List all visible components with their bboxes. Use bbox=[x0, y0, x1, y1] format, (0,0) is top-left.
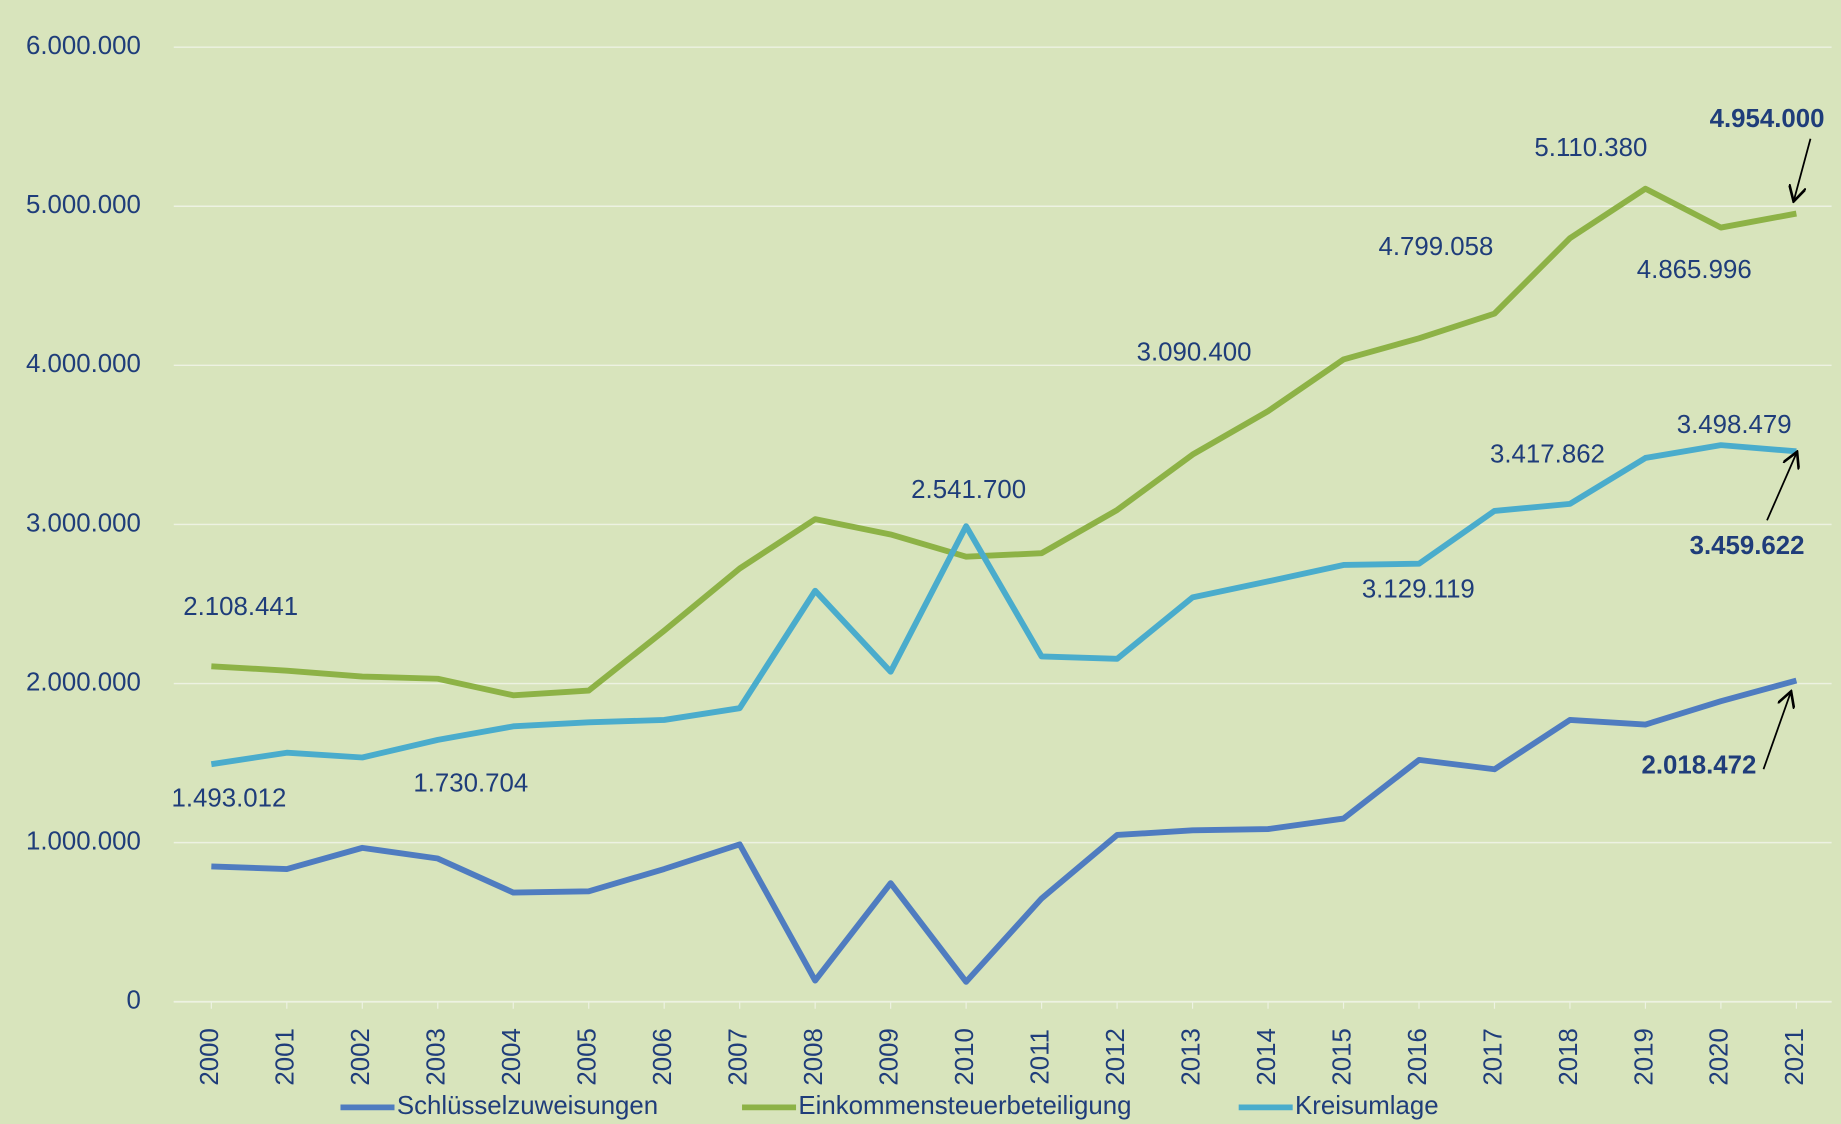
x-tick-label: 2017 bbox=[1479, 1028, 1507, 1085]
x-tick-label: 2015 bbox=[1328, 1028, 1356, 1085]
x-tick-label: 2020 bbox=[1706, 1028, 1734, 1085]
x-tick-label: 2019 bbox=[1630, 1028, 1658, 1085]
y-tick-label: 4.000.000 bbox=[26, 350, 141, 378]
legend-label: Einkommensteuerbeteiligung bbox=[798, 1092, 1131, 1120]
series-line bbox=[211, 677, 1798, 985]
x-tick-label: 2018 bbox=[1555, 1028, 1583, 1085]
x-tick-label: 2021 bbox=[1781, 1028, 1809, 1085]
y-tick-label: 2.000.000 bbox=[26, 668, 141, 696]
x-tick-label: 2011 bbox=[1026, 1029, 1054, 1085]
annotation-arrow bbox=[1762, 693, 1791, 770]
y-tick-label: 5.000.000 bbox=[26, 191, 141, 219]
legend-label: Schlüsselzuweisungen bbox=[397, 1092, 658, 1120]
annotation-arrow bbox=[1766, 453, 1796, 521]
x-tick-label: 2016 bbox=[1404, 1028, 1432, 1085]
x-tick-label: 2013 bbox=[1177, 1028, 1205, 1085]
y-tick-label: 3.000.000 bbox=[26, 509, 141, 537]
annotation-arrow bbox=[1794, 138, 1812, 200]
data-label: 2.541.700 bbox=[911, 476, 1026, 504]
y-tick-label: 6.000.000 bbox=[26, 32, 141, 60]
x-tick-label: 2000 bbox=[196, 1028, 224, 1085]
x-tick-label: 2003 bbox=[423, 1028, 451, 1085]
data-label: 3.129.119 bbox=[1362, 576, 1475, 604]
x-tick-label: 2001 bbox=[272, 1028, 300, 1085]
data-label: 1.493.012 bbox=[171, 785, 286, 813]
data-label: 3.459.622 bbox=[1690, 532, 1805, 560]
x-tick-label: 2009 bbox=[875, 1028, 903, 1085]
series-line bbox=[211, 185, 1797, 699]
data-label: 3.417.862 bbox=[1490, 441, 1605, 469]
data-label: 3.090.400 bbox=[1137, 338, 1252, 366]
x-tick-label: 2010 bbox=[951, 1028, 979, 1085]
x-tick-label: 2005 bbox=[574, 1028, 602, 1085]
series-line bbox=[210, 442, 1797, 768]
x-tick-label: 2004 bbox=[498, 1028, 526, 1085]
x-tick-label: 2008 bbox=[800, 1028, 828, 1085]
data-label: 2.108.441 bbox=[183, 593, 298, 621]
data-label: 4.865.996 bbox=[1637, 256, 1752, 284]
x-tick-label: 2006 bbox=[649, 1028, 677, 1085]
x-tick-label: 2014 bbox=[1253, 1028, 1281, 1085]
data-label: 2.018.472 bbox=[1641, 752, 1756, 780]
data-label: 4.799.058 bbox=[1378, 233, 1493, 261]
y-tick-label: 1.000.000 bbox=[26, 827, 141, 855]
data-label: 4.954.000 bbox=[1710, 105, 1825, 133]
x-tick-label: 2012 bbox=[1102, 1028, 1130, 1085]
legend-label: Kreisumlage bbox=[1295, 1092, 1439, 1120]
y-tick-label: 0 bbox=[127, 987, 141, 1015]
data-label: 5.110.380 bbox=[1534, 134, 1647, 162]
x-tick-label: 2002 bbox=[347, 1028, 375, 1085]
data-label: 1.730.704 bbox=[413, 769, 528, 797]
data-label: 3.498.479 bbox=[1677, 411, 1792, 439]
x-tick-label: 2007 bbox=[725, 1028, 753, 1085]
